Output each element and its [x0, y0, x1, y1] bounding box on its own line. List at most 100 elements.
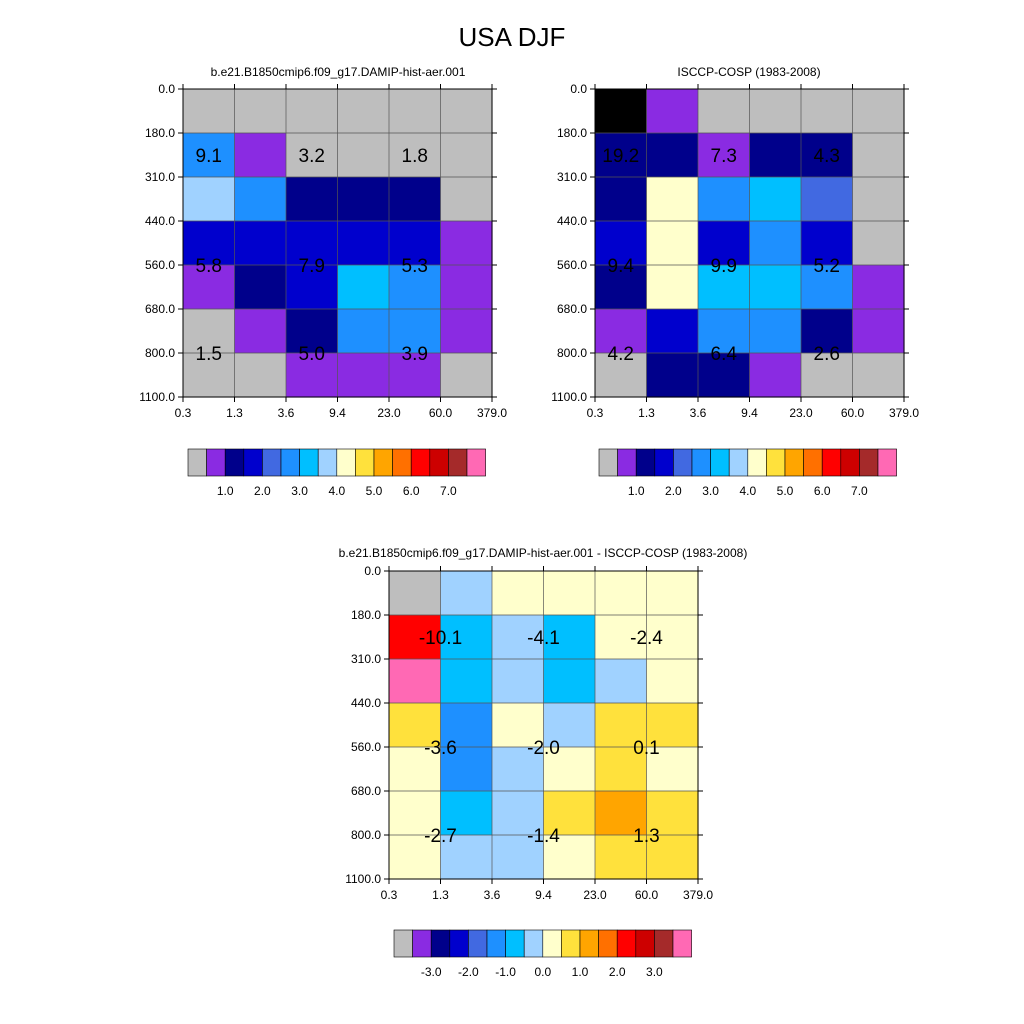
colorbar-box: [654, 448, 674, 477]
colorbar-box: [821, 448, 842, 477]
colorbar-box: [728, 448, 749, 477]
heatmap-cell: [337, 309, 390, 354]
heatmap-cell: [646, 571, 699, 616]
colorbar-label: 5.0: [777, 484, 794, 498]
heatmap-cell: [286, 309, 339, 354]
y-tick-label: 560.0: [557, 258, 587, 272]
heatmap-cell: [749, 353, 802, 398]
heatmap-cell: [183, 309, 236, 354]
heatmap-cell: [389, 615, 442, 660]
heatmap-cell: [852, 89, 905, 134]
heatmap-cell: [337, 177, 390, 222]
heatmap-cell: [749, 177, 802, 222]
heatmap-cell: [595, 353, 648, 398]
heatmap-cell: [183, 177, 236, 222]
x-tick-label: 379.0: [889, 406, 919, 420]
heatmap-cell: [852, 353, 905, 398]
data-label: 5.8: [196, 256, 222, 277]
colorbar-box: [561, 929, 581, 958]
x-tick-label: 0.3: [587, 406, 604, 420]
y-tick-label: 310.0: [351, 652, 381, 666]
data-label: 9.1: [196, 146, 222, 167]
heatmap-cell: [852, 221, 905, 266]
heatmap-cell: [543, 703, 596, 748]
data-label: 5.2: [814, 256, 840, 277]
heatmap-cell: [440, 747, 493, 792]
y-tick-label: 560.0: [145, 258, 175, 272]
colorbar-box: [449, 929, 469, 958]
colorbar-box: [486, 929, 506, 958]
heatmap-cell: [595, 703, 648, 748]
heatmap-cell: [749, 133, 802, 178]
y-tick-label: 180.0: [351, 608, 381, 622]
heatmap-cell: [543, 615, 596, 660]
colorbar-box: [598, 448, 618, 477]
data-label: 4.3: [814, 146, 840, 167]
colorbar-label: 2.0: [254, 484, 271, 498]
heatmap-cell: [801, 221, 854, 266]
data-label: 1.5: [196, 344, 222, 365]
heatmap-cell: [595, 221, 648, 266]
x-tick-label: 9.4: [535, 888, 552, 902]
data-label: 1.3: [633, 826, 659, 847]
heatmap-cell: [646, 177, 699, 222]
heatmap-cell: [595, 309, 648, 354]
x-tick-label: 60.0: [429, 406, 453, 420]
heatmap-cell: [286, 265, 339, 310]
x-tick-label: 3.6: [690, 406, 707, 420]
heatmap-cell: [646, 89, 699, 134]
y-tick-label: 0.0: [364, 564, 381, 578]
heatmap-cell: [646, 703, 699, 748]
colorbar-box: [336, 448, 356, 477]
colorbar-box: [747, 448, 767, 477]
data-label: 1.8: [402, 146, 428, 167]
heatmap-cell: [646, 615, 699, 660]
y-tick-label: 440.0: [145, 214, 175, 228]
data-label: -4.1: [527, 628, 560, 649]
heatmap-cell: [337, 353, 390, 398]
heatmap-cell: [440, 659, 493, 704]
colorbar-box: [617, 448, 637, 477]
data-label: -3.6: [424, 738, 457, 759]
heatmap-cell: [389, 133, 442, 178]
heatmap-cell: [440, 353, 493, 398]
heatmap-cell: [852, 177, 905, 222]
heatmap-cell: [389, 309, 442, 354]
y-tick-label: 680.0: [557, 302, 587, 316]
heatmap-cell: [234, 221, 287, 266]
heatmap-cell: [286, 177, 339, 222]
heatmap-cell: [543, 659, 596, 704]
heatmap-cell: [337, 221, 390, 266]
data-label: 2.6: [814, 344, 840, 365]
data-label: 3.2: [299, 146, 325, 167]
colorbar-box: [523, 929, 544, 958]
heatmap-cell: [749, 221, 802, 266]
heatmap-cell: [234, 133, 287, 178]
data-label: 5.3: [402, 256, 428, 277]
heatmap-cell: [698, 265, 751, 310]
y-tick-label: 180.0: [145, 126, 175, 140]
heatmap-cell: [801, 89, 854, 134]
heatmap-cell: [646, 835, 699, 880]
colorbar-box: [299, 448, 319, 477]
heatmap-cell: [749, 89, 802, 134]
panel-model: b.e21.B1850cmip6.f09_g17.DAMIP-hist-aer.…: [139, 65, 507, 498]
colorbar-box: [859, 448, 879, 477]
heatmap-cell: [492, 835, 545, 880]
y-tick-label: 310.0: [557, 170, 587, 184]
colorbar-label: 3.0: [702, 484, 719, 498]
colorbar-box: [877, 448, 897, 477]
colorbar-box: [766, 448, 786, 477]
heatmap-cell: [595, 133, 648, 178]
heatmap-cell: [492, 659, 545, 704]
heatmap-cell: [646, 265, 699, 310]
x-tick-label: 9.4: [741, 406, 758, 420]
heatmap-cell: [337, 89, 390, 134]
heatmap-cell: [595, 747, 648, 792]
y-tick-label: 440.0: [351, 696, 381, 710]
heatmap-cell: [389, 703, 442, 748]
y-tick-label: 0.0: [570, 82, 587, 96]
heatmap-cell: [646, 133, 699, 178]
heatmap-cell: [698, 133, 751, 178]
heatmap-cell: [234, 177, 287, 222]
